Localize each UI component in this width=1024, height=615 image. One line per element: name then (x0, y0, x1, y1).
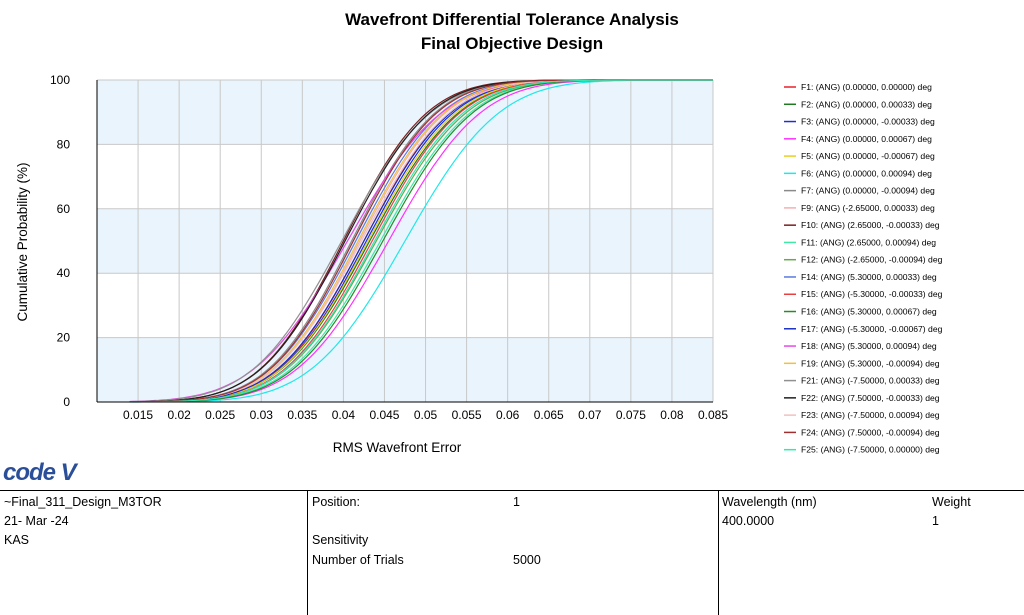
tick-labels: 0.015 0.02 0.025 0.03 0.035 0.04 0.045 0.05 0.05… (50, 73, 728, 422)
weight-label: Weight (932, 495, 971, 509)
chart-title: Wavefront Differential Tolerance Analysi… (345, 10, 679, 29)
position-label: Position: (312, 495, 360, 509)
y-tick-label: 100 (50, 73, 70, 87)
x-tick-label: 0.08 (660, 408, 684, 422)
x-tick-label: 0.085 (698, 408, 728, 422)
x-axis-label: RMS Wavefront Error (333, 440, 462, 455)
legend-label: F4: (ANG) (0.00000, 0.00067) deg (801, 134, 932, 144)
wavelength-value: 400.0000 (722, 514, 775, 528)
legend-label: F11: (ANG) (2.65000, 0.00094) deg (801, 237, 936, 247)
design-name: ~Final_311_Design_M3TOR (4, 495, 162, 509)
legend-label: F24: (ANG) (7.50000, -0.00094) deg (801, 427, 940, 437)
legend-label: F17: (ANG) (-5.30000, -0.00067) deg (801, 324, 943, 334)
legend-label: F15: (ANG) (-5.30000, -0.00033) deg (801, 289, 943, 299)
trials-value: 5000 (513, 553, 541, 567)
plot-band (97, 337, 713, 402)
series-line (129, 79, 713, 403)
x-tick-label: 0.02 (167, 408, 191, 422)
y-tick-label: 80 (57, 137, 71, 151)
legend-label: F6: (ANG) (0.00000, 0.00094) deg (801, 168, 932, 178)
design-date: 21- Mar -24 (4, 514, 69, 528)
x-tick-label: 0.035 (287, 408, 317, 422)
y-tick-label: 60 (57, 202, 71, 216)
info-cell-design: ~Final_311_Design_M3TOR 21- Mar -24 KAS (0, 490, 308, 615)
y-axis-label: Cumulative Probability (%) (15, 162, 30, 321)
position-value: 1 (513, 495, 520, 509)
x-tick-label: 0.05 (414, 408, 438, 422)
legend-label: F25: (ANG) (-7.50000, 0.00000) deg (801, 445, 940, 455)
legend-label: F5: (ANG) (0.00000, -0.00067) deg (801, 151, 935, 161)
y-tick-label: 20 (57, 331, 71, 345)
legend-label: F2: (ANG) (0.00000, 0.00033) deg (801, 99, 932, 109)
series-curves (129, 79, 713, 403)
legend-label: F3: (ANG) (0.00000, -0.00033) deg (801, 117, 935, 127)
y-tick-label: 40 (57, 266, 71, 280)
plot-band (97, 273, 713, 338)
info-cell-wavelength: Wavelength (nm) Weight 400.0000 1 (718, 490, 1024, 615)
x-tick-label: 0.03 (250, 408, 274, 422)
wavelength-label: Wavelength (nm) (722, 495, 817, 509)
x-tick-label: 0.045 (369, 408, 399, 422)
x-tick-label: 0.055 (452, 408, 482, 422)
info-table: ~Final_311_Design_M3TOR 21- Mar -24 KAS … (0, 490, 1024, 615)
legend-label: F19: (ANG) (5.30000, -0.00094) deg (801, 358, 940, 368)
y-tick-label: 0 (63, 395, 70, 409)
legend: F1: (ANG) (0.00000, 0.00000) deg F2: (ANG… (784, 82, 943, 455)
x-tick-label: 0.07 (578, 408, 602, 422)
legend-label: F22: (ANG) (7.50000, -0.00033) deg (801, 393, 940, 403)
chart: 0.015 0.02 0.025 0.03 0.035 0.04 0.045 0.05 0.05… (15, 73, 943, 455)
sensitivity-label: Sensitivity (312, 533, 369, 547)
x-tick-label: 0.075 (616, 408, 646, 422)
codev-logo: code V (3, 459, 77, 486)
legend-label: F18: (ANG) (5.30000, 0.00094) deg (801, 341, 937, 351)
legend-label: F10: (ANG) (2.65000, -0.00033) deg (801, 220, 940, 230)
legend-label: F16: (ANG) (5.30000, 0.00067) deg (801, 307, 937, 317)
plot-band (97, 80, 713, 145)
axes (96, 80, 713, 403)
weight-value: 1 (932, 514, 939, 528)
info-cell-sensitivity: Position: 1 Sensitivity Number of Trials… (307, 490, 719, 615)
trials-label: Number of Trials (312, 553, 404, 567)
x-tick-label: 0.025 (205, 408, 235, 422)
x-tick-label: 0.065 (534, 408, 564, 422)
legend-label: F23: (ANG) (-7.50000, 0.00094) deg (801, 410, 940, 420)
chart-subtitle: Final Objective Design (420, 34, 604, 53)
x-tick-label: 0.04 (332, 408, 356, 422)
x-tick-label: 0.015 (123, 408, 153, 422)
legend-label: F7: (ANG) (0.00000, -0.00094) deg (801, 186, 935, 196)
legend-label: F12: (ANG) (-2.65000, -0.00094) deg (801, 255, 943, 265)
legend-label: F14: (ANG) (5.30000, 0.00033) deg (801, 272, 937, 282)
legend-label: F21: (ANG) (-7.50000, 0.00033) deg (801, 376, 940, 386)
legend-label: F9: (ANG) (-2.65000, 0.00033) deg (801, 203, 935, 213)
legend-label: F1: (ANG) (0.00000, 0.00000) deg (801, 82, 932, 92)
designer-initials: KAS (4, 533, 30, 547)
x-tick-label: 0.06 (496, 408, 520, 422)
